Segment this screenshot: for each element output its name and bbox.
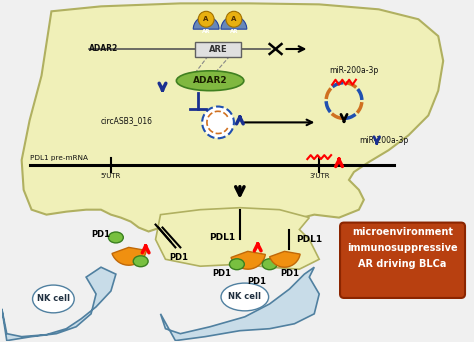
Text: ADAR2: ADAR2: [89, 44, 118, 53]
Text: A: A: [231, 16, 237, 22]
Text: PD1: PD1: [169, 253, 188, 262]
Ellipse shape: [229, 259, 244, 270]
Text: AR driving BLCa: AR driving BLCa: [358, 259, 447, 269]
Text: NK cell: NK cell: [228, 292, 261, 301]
Circle shape: [202, 106, 234, 138]
Text: miR-200a-3p: miR-200a-3p: [329, 66, 378, 75]
Text: PDL1: PDL1: [296, 235, 322, 244]
Text: ARE: ARE: [209, 45, 228, 54]
Text: circASB3_016: circASB3_016: [101, 116, 153, 125]
Text: NK cell: NK cell: [37, 294, 70, 303]
Wedge shape: [270, 251, 300, 267]
Ellipse shape: [221, 283, 269, 311]
Circle shape: [198, 11, 214, 27]
Ellipse shape: [109, 232, 123, 243]
Text: microenvironment: microenvironment: [352, 227, 453, 237]
Text: A: A: [203, 16, 209, 22]
Ellipse shape: [176, 71, 244, 91]
Text: 3'UTR: 3'UTR: [309, 173, 329, 179]
Text: PD1: PD1: [91, 230, 110, 239]
Text: ADAR2: ADAR2: [193, 76, 228, 85]
Text: AR: AR: [230, 29, 238, 34]
Text: PD1: PD1: [280, 269, 299, 278]
Ellipse shape: [33, 285, 74, 313]
Wedge shape: [221, 16, 247, 29]
Polygon shape: [2, 267, 116, 341]
Text: PDL1: PDL1: [209, 233, 235, 242]
Circle shape: [226, 11, 242, 27]
FancyBboxPatch shape: [340, 223, 465, 298]
Polygon shape: [22, 3, 443, 239]
Text: miR-200a-3p: miR-200a-3p: [359, 136, 408, 145]
Text: 5'UTR: 5'UTR: [101, 173, 121, 179]
Polygon shape: [161, 267, 319, 341]
Polygon shape: [155, 208, 319, 269]
Ellipse shape: [262, 259, 277, 270]
Text: immunosuppressive: immunosuppressive: [347, 244, 458, 253]
Text: AR: AR: [202, 29, 210, 34]
Ellipse shape: [133, 256, 148, 267]
Text: PD1: PD1: [212, 269, 231, 278]
Text: PD1: PD1: [247, 277, 266, 286]
Text: PDL1 pre-mRNA: PDL1 pre-mRNA: [29, 155, 88, 161]
FancyBboxPatch shape: [195, 42, 241, 57]
Wedge shape: [112, 247, 146, 265]
Wedge shape: [193, 16, 219, 29]
Wedge shape: [231, 251, 265, 269]
